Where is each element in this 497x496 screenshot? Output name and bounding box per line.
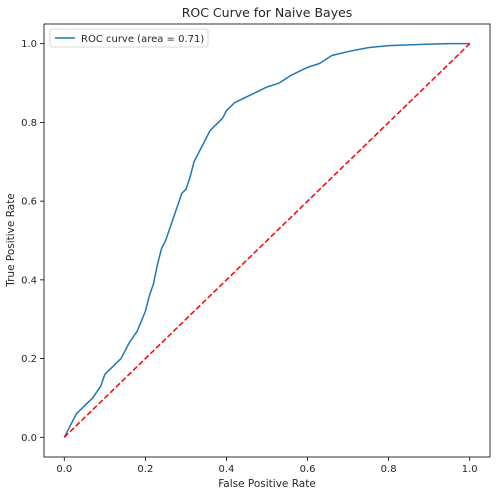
legend: ROC curve (area = 0.71) [49, 28, 209, 48]
roc-curve-line [63, 42, 470, 438]
x-tick-label: 0.8 [381, 464, 397, 475]
plot-frame [43, 23, 491, 458]
y-tick-label: 0.6 [21, 197, 37, 208]
chance-diagonal-line [63, 43, 471, 438]
x-tick-label: 0.6 [300, 464, 316, 475]
y-tick-label: 1.0 [21, 39, 37, 50]
y-tick-label: 0.4 [21, 275, 37, 286]
x-tick-label: 0.0 [56, 464, 72, 475]
y-tick-label: 0.0 [21, 433, 37, 444]
legend-label: ROC curve (area = 0.71) [81, 34, 204, 45]
x-tick-label: 1.0 [462, 464, 478, 475]
chart-title: ROC Curve for Naive Bayes [182, 5, 353, 20]
y-tick-label: 0.2 [21, 354, 37, 365]
y-axis-label: True Positive Rate [5, 193, 17, 288]
x-tick-label: 0.2 [137, 464, 153, 475]
x-tick-label: 0.4 [219, 464, 235, 475]
legend-box [49, 28, 209, 48]
x-axis-label: False Positive Rate [218, 478, 316, 490]
y-tick-label: 0.8 [21, 118, 37, 129]
